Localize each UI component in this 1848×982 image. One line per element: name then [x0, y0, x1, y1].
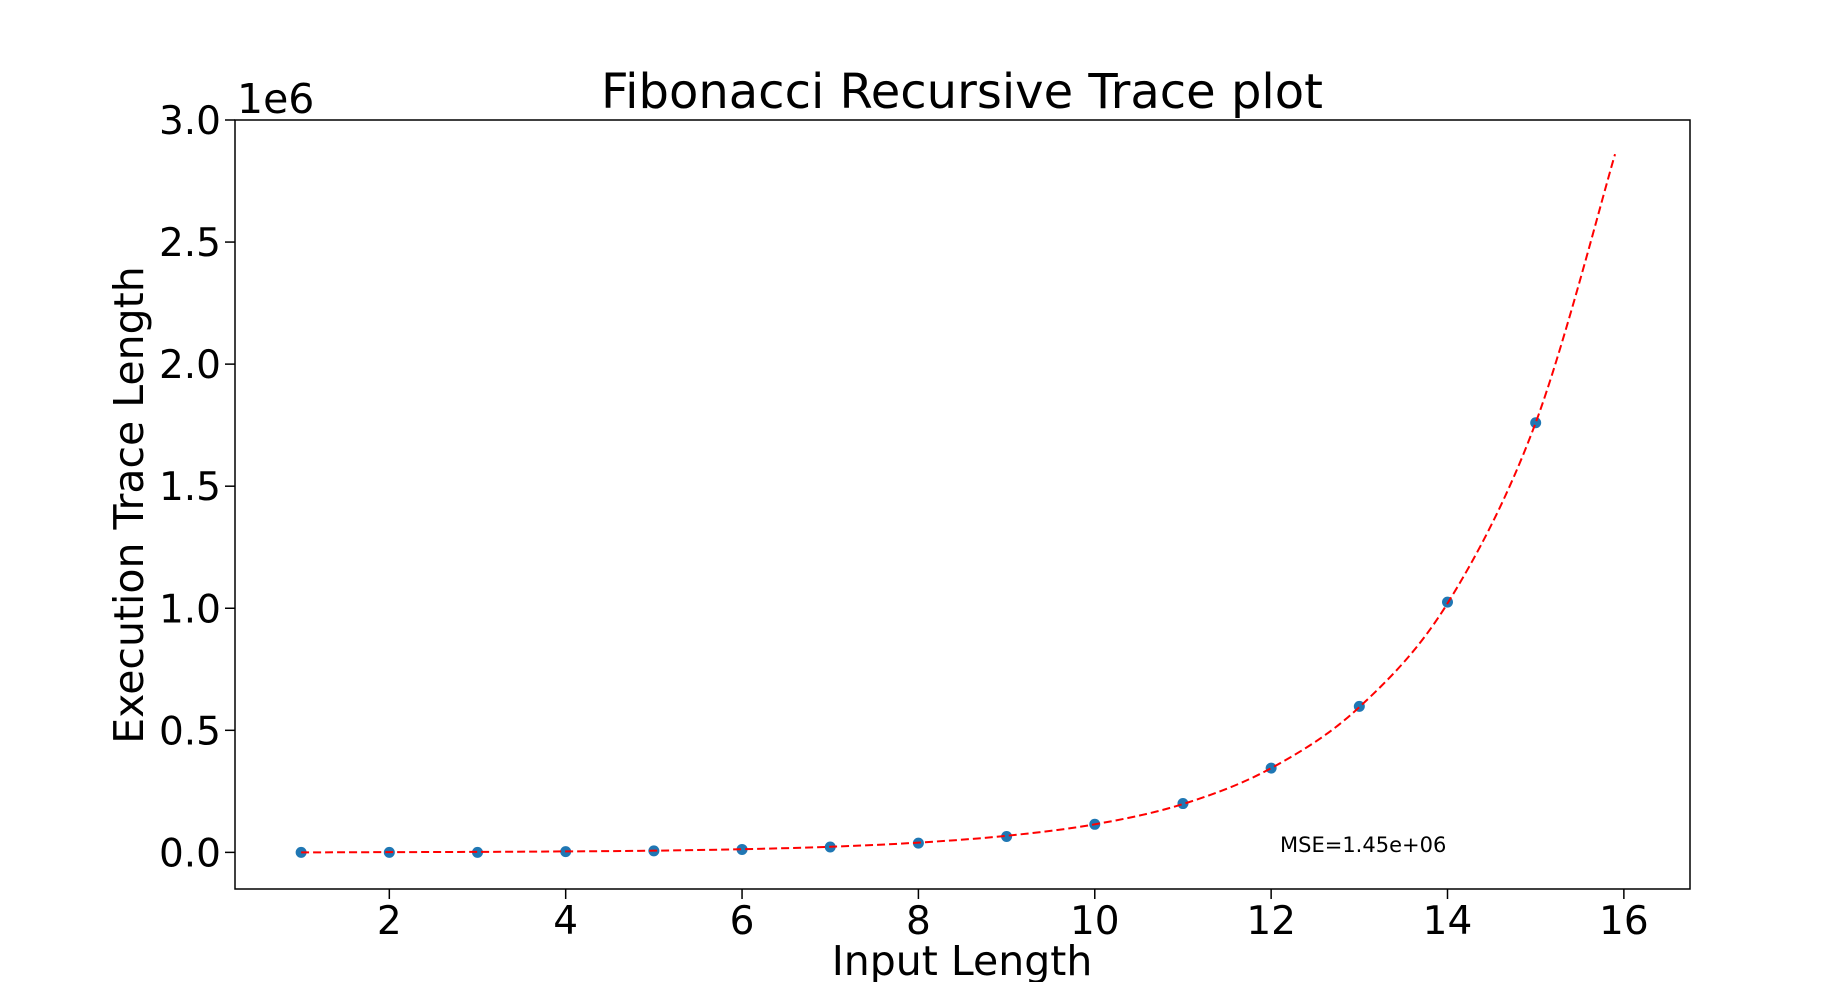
x-tick-label: 14	[1423, 899, 1473, 944]
axes-frame	[234, 119, 1691, 890]
x-axis: 2 4 6 8 10 12 14 16	[377, 889, 1649, 944]
y-axis: 0.0 0.5 1.0 1.5 2.0 2.5 3.0	[159, 99, 235, 876]
fit-curve	[301, 153, 1617, 854]
x-tick-label: 16	[1599, 899, 1649, 944]
y-tick-label: 0.5	[159, 709, 221, 754]
y-tick-label: 2.0	[159, 343, 221, 388]
x-tick-label: 4	[553, 899, 578, 944]
data-point	[472, 846, 483, 858]
y-tick-label: 1.5	[159, 465, 221, 510]
y-tick-label: 1.0	[159, 587, 221, 632]
y-axis-label: Execution Trace Length	[105, 266, 153, 743]
chart-title: Fibonacci Recursive Trace plot	[601, 64, 1323, 120]
plot-area	[295, 153, 1617, 858]
x-tick-label: 12	[1246, 899, 1296, 944]
x-tick-label: 10	[1070, 899, 1120, 944]
data-point	[1265, 762, 1277, 774]
y-tick-label: 0.0	[159, 831, 221, 876]
mse-annotation: MSE=1.45e+06	[1280, 833, 1446, 857]
y-scale-label: 1e6	[237, 75, 314, 123]
data-point	[1530, 417, 1542, 429]
x-tick-label: 8	[906, 899, 931, 944]
x-tick-label: 6	[730, 899, 755, 944]
data-point	[295, 846, 307, 858]
data-point	[1001, 831, 1013, 843]
y-tick-label: 2.5	[159, 221, 221, 266]
y-tick-label: 3.0	[159, 99, 221, 144]
x-axis-label: Input Length	[832, 937, 1093, 982]
data-point	[736, 843, 748, 855]
x-tick-label: 2	[377, 899, 402, 944]
data-point	[1177, 798, 1189, 810]
